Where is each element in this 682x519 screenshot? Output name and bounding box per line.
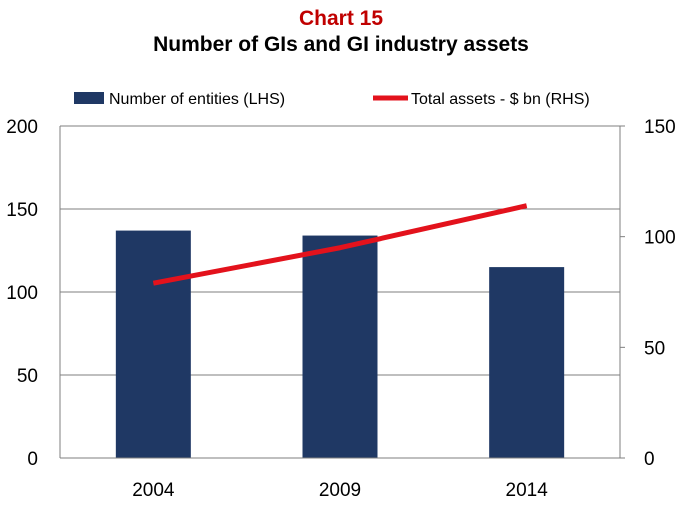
left-tick-label: 150 <box>6 200 38 221</box>
bar-number-of-entities-2014 <box>489 267 565 458</box>
bar-series <box>115 230 565 458</box>
chart-title: Number of GIs and GI industry assets <box>153 33 529 56</box>
x-tick-label: 2004 <box>132 480 175 501</box>
left-tick-label: 50 <box>17 366 38 387</box>
bar-number-of-entities-2009 <box>302 235 378 458</box>
left-tick-label: 0 <box>27 449 38 470</box>
right-tick-label: 100 <box>644 228 676 249</box>
x-tick-label: 2014 <box>506 480 549 501</box>
left-tick-label: 200 <box>6 117 38 138</box>
x-tick-label: 2009 <box>319 480 361 501</box>
right-tick-label: 50 <box>644 338 665 359</box>
right-tick-label: 150 <box>644 117 676 138</box>
legend-swatch-bar <box>74 92 104 104</box>
left-tick-label: 100 <box>6 283 38 304</box>
legend-label-bar: Number of entities (LHS) <box>109 91 285 108</box>
bar-number-of-entities-2004 <box>115 230 191 458</box>
axes: 0 50 100 150 200 0 50 100 150 2004 2009 2014 <box>6 117 675 501</box>
legend: Number of entities (LHS) Total assets - $… <box>74 91 590 108</box>
line-series <box>152 203 528 286</box>
legend-label-line: Total assets - $ bn (RHS) <box>411 91 590 108</box>
chart-number: Chart 15 <box>298 7 384 30</box>
right-tick-label: 0 <box>644 449 655 470</box>
